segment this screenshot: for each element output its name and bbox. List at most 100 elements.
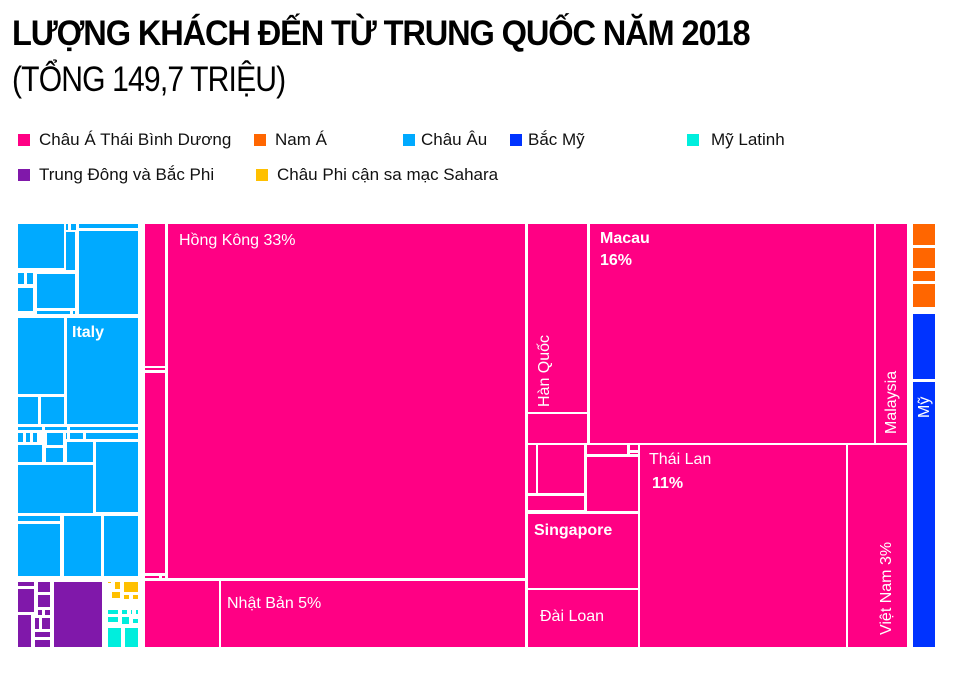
- treemap-cell-europe: [16, 286, 35, 313]
- treemap-cell-europe: [16, 395, 40, 426]
- treemap-cell-vietnam: Việt Nam 3%: [846, 443, 909, 649]
- thailand-name-label: Thái Lan: [649, 451, 712, 468]
- italy-label: Italy: [72, 324, 105, 341]
- legend-swatch-icon: [18, 169, 30, 181]
- legend-swatch-icon: [510, 134, 522, 146]
- legend-swatch-icon: [254, 134, 266, 146]
- treemap-cell-italy: Italy: [65, 316, 140, 426]
- treemap-cell-middle-east: [52, 580, 104, 649]
- korea-label: Hàn Quốc: [536, 334, 553, 407]
- treemap-cell-europe: [16, 522, 62, 578]
- treemap-cell-taiwan: Đài Loan: [526, 588, 640, 649]
- treemap-cell-usa: Mỹ: [911, 380, 937, 649]
- treemap-cell-europe: [64, 230, 77, 272]
- treemap-cell-thailand: Thái Lan 11%: [638, 443, 848, 649]
- treemap-cell-europe: [16, 316, 66, 396]
- treemap-cell-middle-east: [33, 638, 52, 649]
- chart-subtitle: (TỔNG 149,7 TRIỆU): [12, 60, 286, 99]
- treemap-cell-asia-pacific: [143, 579, 221, 649]
- treemap-cell-asia-pacific: [143, 222, 167, 368]
- treemap-cell-asia-pacific: [526, 412, 589, 445]
- treemap-cell-europe: [94, 440, 140, 514]
- treemap-cell-europe: [39, 395, 66, 426]
- legend-label: Nam Á: [275, 130, 327, 149]
- treemap-cell-latin-america: [106, 615, 120, 624]
- treemap-cell-hongkong: Hồng Kông 33%: [166, 222, 527, 580]
- treemap-cell-sub-saharan: [131, 593, 140, 601]
- legend-label: Châu Phi cận sa mạc Sahara: [277, 165, 499, 184]
- legend-item-sub-saharan: Châu Phi cận sa mạc Sahara: [256, 165, 498, 185]
- hongkong-label: Hồng Kông 33%: [179, 232, 296, 249]
- treemap-cell-latin-america: [123, 626, 140, 649]
- vietnam-label: Việt Nam 3%: [878, 541, 895, 635]
- singapore-label: Singapore: [534, 522, 613, 539]
- treemap-cell-singapore: Singapore: [526, 512, 640, 590]
- treemap-cell-asia-pacific: [143, 371, 167, 575]
- treemap-cell-sub-saharan: [110, 590, 122, 600]
- treemap-cell-europe: [16, 222, 68, 270]
- treemap-cell-malaysia: Malaysia: [874, 222, 909, 445]
- treemap-cell-europe: [77, 229, 140, 316]
- treemap-cell-south-asia: [911, 222, 937, 247]
- treemap-cell-latin-america: [129, 608, 134, 616]
- treemap-cell-europe: [25, 271, 35, 286]
- treemap-cell-asia-pacific: [526, 494, 586, 512]
- treemap-cell-middle-east: [16, 613, 33, 649]
- treemap-cell-europe: [35, 309, 72, 316]
- treemap-cell-middle-east: [40, 616, 52, 631]
- treemap-cell-europe: [45, 431, 65, 447]
- legend-item-latin-america: Mỹ Latinh: [687, 130, 785, 150]
- legend-label: Châu Âu: [421, 130, 488, 149]
- legend-label: Trung Đông và Bắc Phi: [39, 165, 215, 184]
- treemap-cell-japan: Nhật Bản 5%: [219, 579, 527, 649]
- treemap-cell-europe: [44, 446, 65, 464]
- treemap-cell-europe: [65, 440, 95, 464]
- treemap-cell-macau: Macau 16%: [588, 222, 876, 445]
- legend-item-asia-pacific: Châu Á Thái Bình Dương: [18, 130, 231, 150]
- legend-item-south-asia: Nam Á: [254, 130, 327, 150]
- legend-swatch-icon: [256, 169, 268, 181]
- treemap-cell-asia-pacific: [585, 455, 640, 513]
- thailand-pct-label: 11%: [652, 475, 684, 492]
- treemap-cell-europe: [16, 463, 95, 515]
- macau-name-label: Macau: [600, 230, 650, 247]
- legend-swatch-icon: [403, 134, 415, 146]
- legend-label: Bắc Mỹ: [528, 130, 585, 149]
- legend-item-europe: Châu Âu: [403, 130, 487, 150]
- treemap-cell-sub-saharan: [106, 593, 110, 599]
- treemap-cell-south-asia: [911, 269, 937, 283]
- chart-title: LƯỢNG KHÁCH ĐẾN TỪ TRUNG QUỐC NĂM 2018: [12, 14, 751, 53]
- treemap-cell-middle-east: [16, 587, 36, 614]
- treemap-cell-sub-saharan: [122, 580, 140, 594]
- malaysia-label: Malaysia: [883, 370, 900, 434]
- treemap-cell-middle-east: [36, 580, 52, 594]
- usa-label: Mỹ: [916, 396, 933, 418]
- treemap-cell-sub-saharan: [106, 585, 110, 589]
- taiwan-label: Đài Loan: [540, 608, 605, 625]
- treemap-cell-latin-america: [106, 626, 123, 649]
- legend-swatch-icon: [18, 134, 30, 146]
- treemap-cell-sub-saharan: [122, 593, 131, 601]
- treemap-cell-latin-america: [120, 615, 131, 626]
- treemap-cell-europe: [16, 443, 44, 464]
- legend-item-middle-east: Trung Đông và Bắc Phi: [18, 165, 214, 185]
- legend-swatch-icon: [687, 134, 699, 146]
- treemap-cell-south-asia: [911, 282, 937, 309]
- treemap-cell-europe: [102, 514, 140, 578]
- legend-item-north-america: Bắc Mỹ: [510, 130, 585, 150]
- treemap-cell-sub-saharan: [106, 589, 110, 593]
- treemap-cell-sub-saharan: [106, 580, 113, 585]
- treemap-cell-europe: [71, 309, 77, 316]
- treemap-cell-north-america: [911, 312, 937, 381]
- treemap-cell-europe: [62, 514, 103, 578]
- treemap-cell-korea: Hàn Quốc: [526, 222, 589, 414]
- treemap-cell-south-asia: [911, 246, 937, 270]
- treemap-cell-europe: [35, 272, 77, 310]
- legend-label: Mỹ Latinh: [711, 130, 785, 149]
- japan-label: Nhật Bản 5%: [227, 595, 322, 612]
- macau-pct-label: 16%: [600, 252, 633, 269]
- treemap-cell-asia-pacific: [536, 443, 586, 495]
- treemap-cell-latin-america: [131, 617, 140, 625]
- treemap-cell-latin-america: [134, 608, 140, 616]
